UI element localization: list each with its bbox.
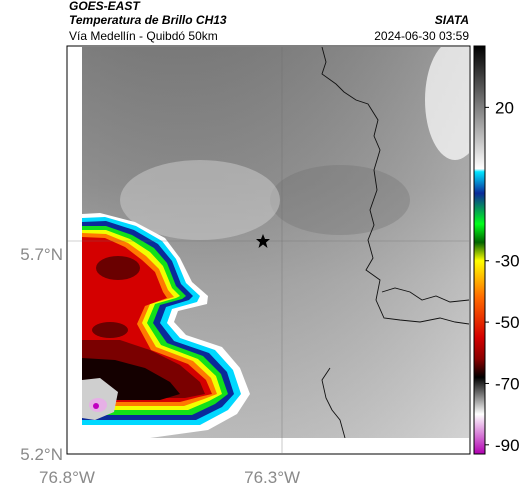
cloud-core-dark-1 — [96, 256, 140, 280]
y-tick-label: 5.2°N — [20, 445, 63, 464]
axis-ticks: 76.8°W 76.3°W 5.7°N 5.2°N — [20, 245, 300, 487]
colorbar-ticks: 20 -30 -50 -70 -90 — [485, 98, 520, 455]
imagery-layer — [82, 47, 469, 438]
light-band — [120, 160, 280, 240]
bright-spot — [425, 47, 469, 160]
satellite-title: GOES-EAST — [69, 0, 140, 13]
overshoot-magenta — [93, 403, 99, 409]
border-line-2 — [381, 287, 469, 303]
colorbar — [473, 45, 486, 455]
x-tick-label: 76.8°W — [39, 468, 95, 487]
cloud-core-dark-2 — [92, 322, 128, 338]
y-tick-label: 5.7°N — [20, 245, 63, 264]
colorbar-tick-label: -50 — [495, 313, 520, 332]
brand-label: SIATA — [434, 13, 469, 27]
border-lines — [321, 47, 469, 438]
dark-band — [270, 165, 410, 235]
colorbar-tick-label: -30 — [495, 252, 520, 271]
x-tick-label: 76.3°W — [244, 468, 300, 487]
border-line-3 — [321, 367, 346, 438]
colorbar-tick-label: -70 — [495, 374, 520, 393]
colorbar-tick-label: -90 — [495, 436, 520, 455]
colorbar-tick-label: 20 — [495, 98, 514, 117]
timestamp-label: 2024-06-30 03:59 — [374, 29, 469, 43]
border-line-1 — [321, 47, 469, 325]
frame-bottom-strip — [82, 438, 469, 453]
product-title: Temperatura de Brillo CH13 — [69, 13, 227, 27]
gridlines — [67, 47, 469, 453]
location-marker — [256, 234, 270, 248]
region-subtitle: Vía Medellín - Quibdó 50km — [69, 29, 218, 43]
